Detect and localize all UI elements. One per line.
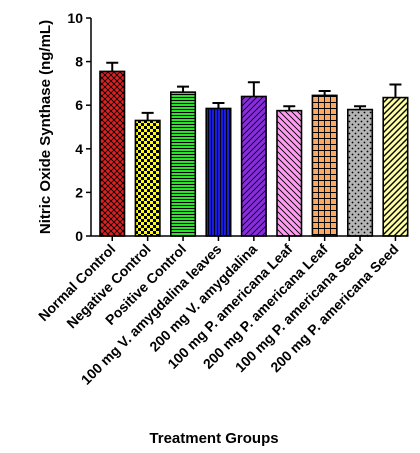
bar-1 [99,70,126,237]
bar-3 [170,91,197,237]
bar-2 [134,119,161,237]
bar-6 [276,109,303,237]
error-bar-3 [177,85,190,93]
y-tick-label-3: 6 [75,97,83,113]
error-bar-5 [247,81,260,97]
x-axis-title: Treatment Groups [149,430,278,447]
y-tick-label-2: 4 [75,141,83,157]
y-tick-label-5: 10 [67,10,83,26]
y-axis-title: Nitric Oxide Synthase (ng/mL) [37,20,54,234]
y-tick-label-4: 8 [75,54,83,70]
bar-5 [240,95,267,237]
error-bar-6 [283,105,296,111]
bar-8 [346,108,374,237]
error-bar-7 [318,90,331,96]
error-bar-1 [106,61,119,72]
error-bar-4 [212,102,225,109]
error-bar-2 [141,111,154,121]
bar-7 [311,94,338,237]
y-tick-label-0: 0 [75,228,83,244]
bar-4 [205,107,232,237]
y-tick-label-1: 2 [75,184,83,200]
error-bar-9 [389,83,402,98]
error-bar-8 [354,105,367,110]
bar-9 [382,96,409,237]
